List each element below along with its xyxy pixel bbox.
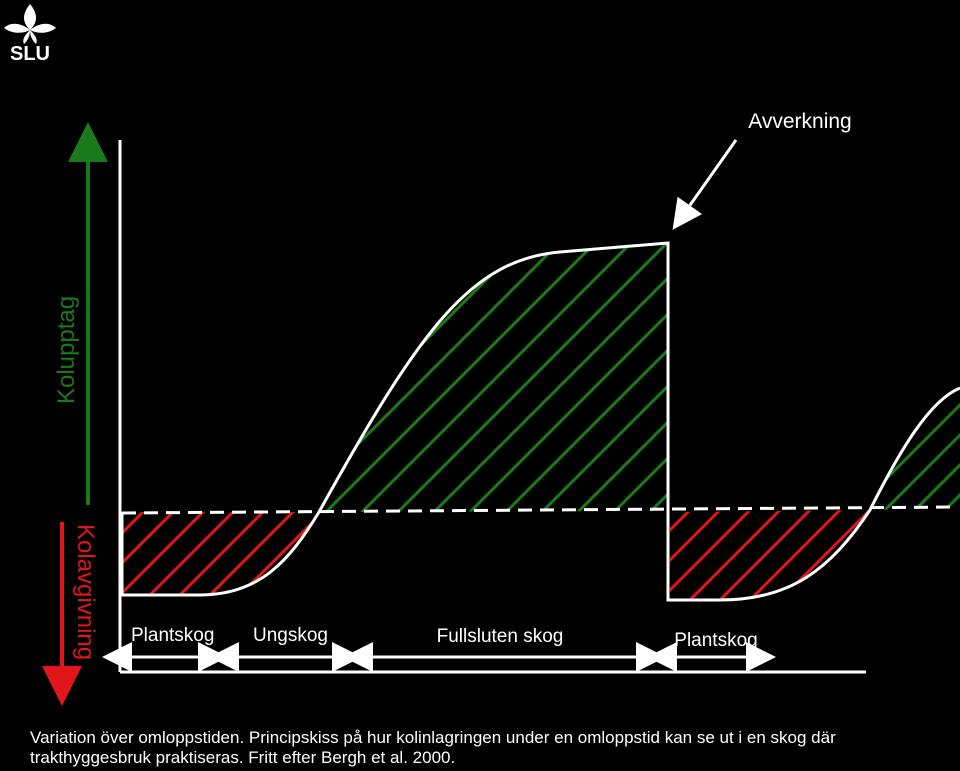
uptake-label: Kolupptag [53,296,80,404]
stage-label-ungskog: Ungskog [253,625,328,646]
release-hatch-line [670,510,757,600]
uptake-hatch-line [881,388,960,510]
uptake-hatch-line [352,243,636,512]
release-hatch-line [173,512,272,595]
release-hatch-line [773,510,870,600]
uptake-hatch-line [870,388,897,510]
uptake-hatch-line [424,243,668,512]
release-hatch-line [833,510,870,600]
zero-baseline [121,505,959,515]
release-hatch-line [143,512,242,595]
uptake-hatch-line [568,243,668,512]
stage-label-plantskog-2: Plantskog [674,630,757,651]
uptake-hatch-line [319,243,348,512]
release-hatch-line [565,505,665,605]
harvest-label: Avverkning [748,110,852,133]
uptake-hatch-line [319,243,420,512]
uptake-hatch-line [319,243,600,512]
release-hatch-line [803,510,870,600]
release-hatch-line [122,512,182,595]
release-hatch-line [263,512,319,595]
uptake-hatch-line [870,388,957,510]
release-hatch-line [863,510,870,600]
release-hatch-line [670,510,727,600]
uptake-hatch-line [319,243,564,512]
uptake-hatch-line [388,243,668,512]
slu-logo-text: SLU [10,43,50,65]
stage-label-plantskog-1: Plantskog [131,625,214,646]
release-hatch-line [122,512,212,595]
uptake-hatch-line [911,388,960,510]
uptake-hatch-2 [733,380,960,512]
release-hatch-line [122,512,152,595]
uptake-hatch-line [319,243,384,512]
uptake-hatch-line [319,243,528,512]
uptake-hatch-line [496,243,668,512]
release-hatch-line [293,512,319,595]
harvest-pointer-arrow [672,139,738,230]
release-hatch-line [743,510,847,600]
release-hatch-line [713,510,817,600]
figure-caption: Variation över omloppstiden. Principskis… [30,728,950,768]
release-hatch-2 [565,505,870,605]
uptake-hatch-line [604,243,668,512]
stage-label-fullsluten: Fullsluten skog [437,626,564,647]
uptake-hatch-line [460,243,668,512]
uptake-hatch-line [640,243,668,512]
release-hatch-line [683,510,787,600]
uptake-hatch-line [319,243,492,512]
caption-line-2: trakthyggesbruk praktiseras. Fritt efter… [30,748,456,767]
uptake-hatch-line [532,243,668,512]
carbon-curve [120,241,960,602]
caption-line-1: Variation över omloppstiden. Principskis… [30,728,836,747]
uptake-hatch-line [941,388,960,510]
release-hatch-line [325,505,420,600]
release-hatch-line [203,512,302,595]
uptake-hatch-line [319,243,456,512]
slu-leaf-logo [4,4,56,44]
uptake-hatch-1 [319,243,668,512]
release-label: Kolavgivning [72,524,99,660]
uptake-hatch-line [733,380,865,512]
release-hatch-line [670,510,697,600]
